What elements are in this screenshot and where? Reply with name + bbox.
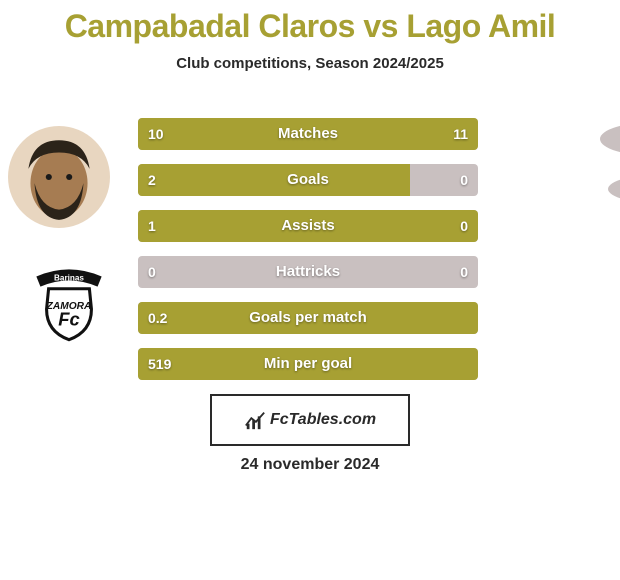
- date-label: 24 november 2024: [0, 456, 620, 474]
- source-badge-text: FcTables.com: [270, 411, 376, 429]
- svg-text:Fc: Fc: [58, 308, 79, 329]
- stat-bar-row: 20Goals: [138, 164, 478, 196]
- title-player1: Campabadal Claros: [65, 8, 355, 44]
- subtitle: Club competitions, Season 2024/2025: [0, 55, 620, 72]
- title-player2: Lago Amil: [406, 8, 555, 44]
- comparison-infographic: Campabadal Claros vs Lago Amil Club comp…: [0, 0, 620, 580]
- bar-label: Hattricks: [138, 256, 478, 288]
- stat-bar-row: 0.2Goals per match: [138, 302, 478, 334]
- blob-2: [608, 174, 620, 204]
- bar-label: Min per goal: [138, 348, 478, 380]
- svg-text:Barinas: Barinas: [54, 274, 84, 283]
- source-badge[interactable]: FcTables.com: [210, 394, 410, 446]
- bar-label: Matches: [138, 118, 478, 150]
- stat-bar-row: 00Hattricks: [138, 256, 478, 288]
- stat-bars: 1011Matches 20Goals 10Assists 00Hattricks 0.…: [138, 118, 478, 394]
- player2-club-badge: Barinas ZAMORA Fc: [18, 252, 120, 354]
- page-title: Campabadal Claros vs Lago Amil: [0, 0, 620, 45]
- stat-bar-row: 1011Matches: [138, 118, 478, 150]
- bar-label: Assists: [138, 210, 478, 242]
- player1-avatar: [8, 126, 110, 228]
- bar-label: Goals: [138, 164, 478, 196]
- blob-1: [600, 122, 620, 156]
- stat-bar-row: 519Min per goal: [138, 348, 478, 380]
- stat-bar-row: 10Assists: [138, 210, 478, 242]
- title-vs: vs: [355, 8, 406, 44]
- chart-icon: [244, 409, 266, 431]
- bar-label: Goals per match: [138, 302, 478, 334]
